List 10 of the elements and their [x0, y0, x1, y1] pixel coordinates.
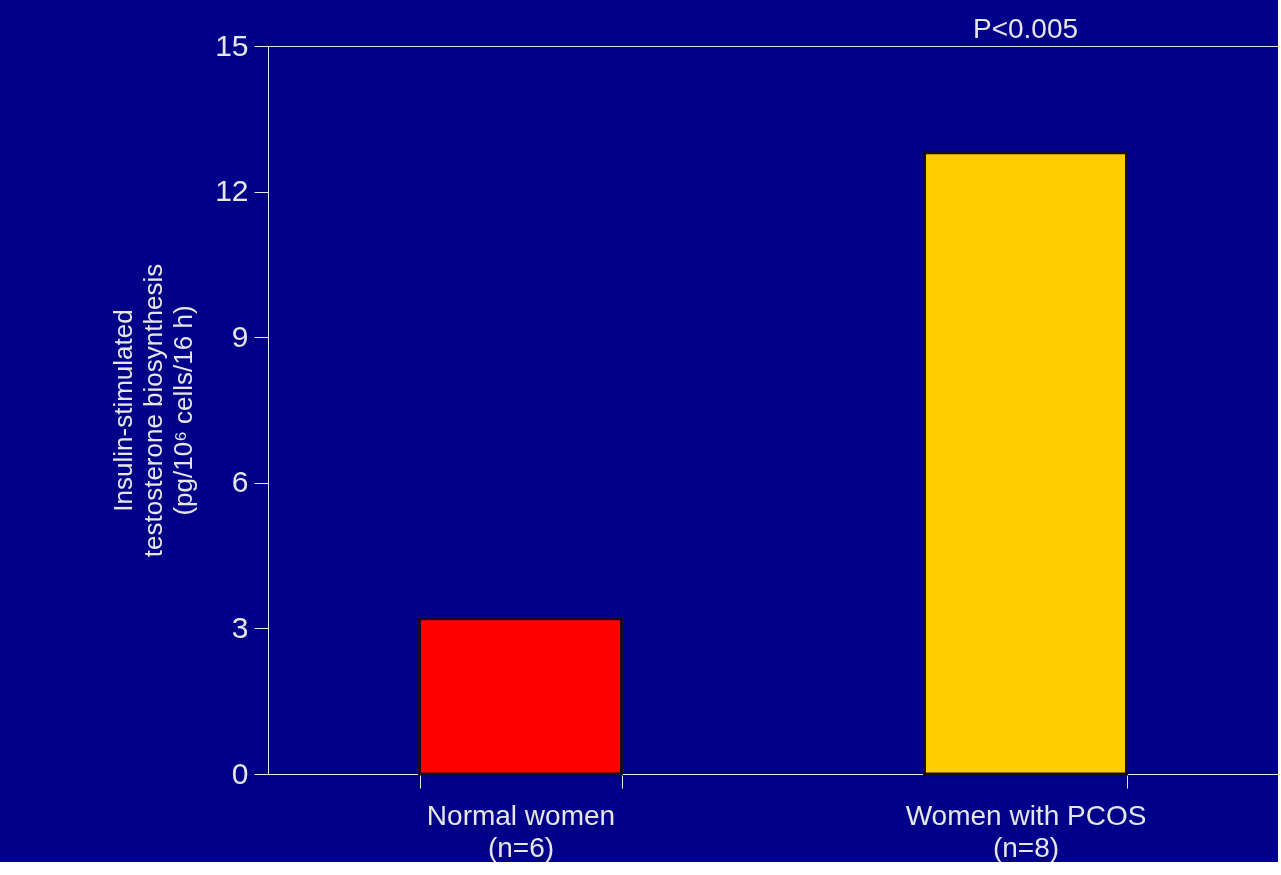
y-tick-label: 15: [215, 28, 249, 62]
x-tick-label: Normal women (n=6): [426, 799, 616, 863]
y-tick-label: 6: [231, 465, 249, 499]
y-tick-label: 9: [231, 319, 249, 353]
y-tick-label: 0: [231, 756, 249, 790]
y-tick-label: 12: [215, 174, 249, 208]
x-tick-label: Women with PCOS (n=8): [905, 799, 1147, 863]
y-tick-label: 3: [231, 610, 249, 644]
y-axis-title: Insulin-stimulated testosterone biosynthesis (pg/10⁶ cells/16 h): [108, 263, 199, 558]
text: P<0.005: [972, 13, 1079, 44]
